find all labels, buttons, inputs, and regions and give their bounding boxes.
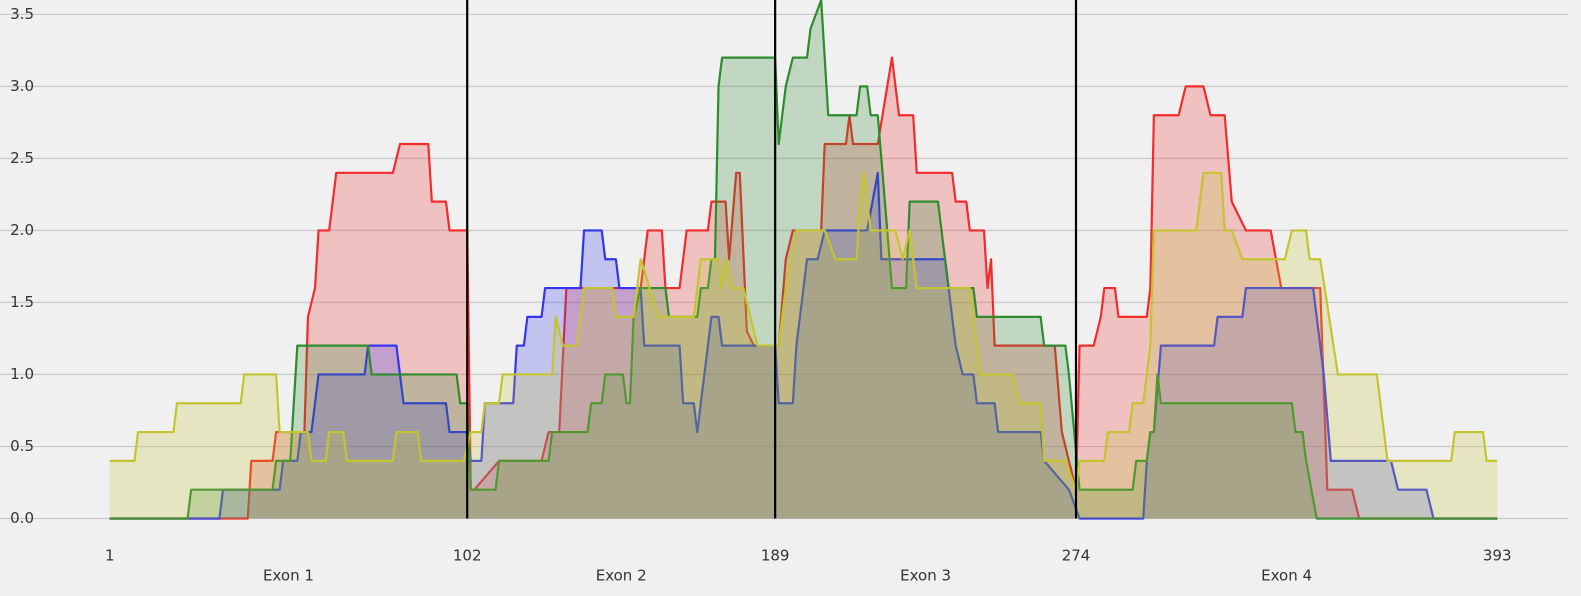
area <box>109 172 1498 519</box>
y-tick-label: 1.0 <box>10 365 34 383</box>
section-label: Exon 1 <box>263 567 314 585</box>
y-tick-label: 0.0 <box>10 509 34 527</box>
area <box>109 0 1498 519</box>
section-label: Exon 4 <box>1261 567 1312 585</box>
y-tick-label: 2.0 <box>10 221 34 239</box>
y-tick-label: 3.0 <box>10 77 34 95</box>
line <box>109 56 1498 520</box>
x-tick-label: 393 <box>1483 547 1512 565</box>
y-tick-label: 0.5 <box>10 437 34 455</box>
line <box>109 0 1498 520</box>
x-tick-label: 102 <box>453 547 482 565</box>
section-label: Exon 2 <box>596 567 647 585</box>
area <box>109 172 1498 519</box>
x-tick-label: 189 <box>761 547 790 565</box>
y-tick-label: 1.5 <box>10 293 34 311</box>
section-label: Exon 3 <box>900 567 951 585</box>
x-tick-label: 1 <box>105 547 115 565</box>
line <box>109 171 1498 491</box>
x-tick-label: 274 <box>1062 547 1091 565</box>
y-tick-label: 2.5 <box>10 149 34 167</box>
y-tick-label: 3.5 <box>10 5 34 23</box>
